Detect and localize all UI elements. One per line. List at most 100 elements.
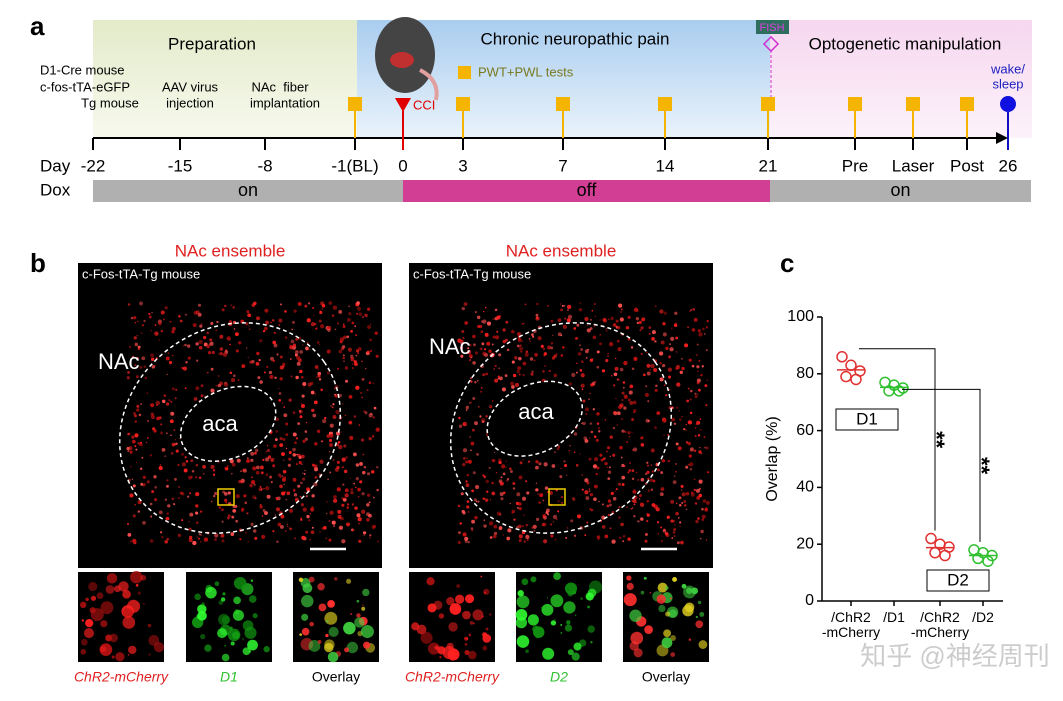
y-tick-label: 0 bbox=[805, 592, 814, 609]
cell-signal bbox=[144, 376, 147, 380]
cell-signal bbox=[460, 354, 464, 358]
cell-signal bbox=[701, 507, 704, 511]
cell-signal bbox=[627, 398, 631, 402]
cell-signal bbox=[301, 375, 304, 379]
cci-marker bbox=[395, 98, 411, 112]
cell-signal bbox=[139, 467, 143, 471]
cell-signal bbox=[650, 448, 655, 453]
cell-signal bbox=[637, 520, 640, 523]
cell-signal bbox=[657, 532, 660, 535]
cell-signal bbox=[670, 519, 674, 523]
cell-signal bbox=[697, 517, 700, 520]
cell-signal bbox=[617, 411, 621, 415]
cell-signal bbox=[331, 406, 334, 409]
cell-signal bbox=[350, 330, 353, 333]
cell-signal bbox=[369, 534, 372, 537]
data-point bbox=[939, 549, 951, 562]
cell-signal bbox=[695, 519, 699, 524]
cell-signal bbox=[517, 590, 524, 597]
cell-signal bbox=[601, 369, 606, 373]
cell-signal bbox=[154, 331, 159, 336]
cell-signal bbox=[494, 308, 498, 312]
cell-signal bbox=[698, 479, 703, 484]
x-tick-label: /ChR2 -mCherry bbox=[910, 609, 970, 640]
inset-label: D1 bbox=[220, 669, 238, 685]
cell-signal bbox=[700, 373, 703, 377]
cell-signal bbox=[96, 592, 104, 600]
cell-signal bbox=[541, 603, 554, 616]
cell-signal bbox=[240, 480, 244, 484]
cell-signal bbox=[146, 392, 149, 394]
cell-signal bbox=[258, 359, 261, 362]
cell-signal bbox=[484, 348, 487, 351]
cell-signal bbox=[493, 531, 498, 536]
aca-outline bbox=[179, 385, 277, 462]
cell-signal bbox=[204, 644, 212, 652]
cell-signal bbox=[198, 537, 201, 540]
cell-signal bbox=[292, 432, 297, 437]
cell-signal bbox=[583, 436, 588, 441]
cell-signal bbox=[572, 497, 576, 501]
cell-signal bbox=[243, 494, 247, 498]
cell-signal bbox=[650, 488, 654, 491]
cell-signal bbox=[158, 339, 161, 341]
cell-signal bbox=[257, 376, 261, 380]
cell-signal bbox=[689, 447, 694, 452]
cell-signal bbox=[170, 411, 175, 416]
cell-signal bbox=[466, 500, 470, 503]
cell-signal bbox=[605, 330, 608, 332]
cell-signal bbox=[704, 384, 708, 388]
cell-signal bbox=[149, 502, 153, 506]
cell-signal bbox=[354, 486, 357, 489]
cell-signal bbox=[265, 320, 270, 325]
cell-signal bbox=[704, 507, 709, 512]
dox-bar bbox=[770, 180, 1031, 202]
cell-signal bbox=[323, 526, 327, 530]
timeline-arrow bbox=[996, 132, 1008, 144]
cell-signal bbox=[663, 384, 666, 387]
cell-signal bbox=[656, 411, 661, 416]
cell-signal bbox=[175, 442, 178, 445]
cell-signal bbox=[517, 332, 521, 336]
cell-signal bbox=[696, 420, 701, 425]
cell-signal bbox=[265, 457, 270, 462]
cell-signal bbox=[166, 373, 168, 376]
cell-signal bbox=[562, 324, 568, 330]
cell-signal bbox=[232, 374, 236, 378]
cell-signal bbox=[596, 422, 600, 425]
cell-signal bbox=[619, 367, 624, 372]
cell-signal bbox=[679, 521, 682, 524]
cell-signal bbox=[187, 356, 191, 360]
cell-signal bbox=[512, 481, 516, 485]
cell-signal bbox=[193, 397, 198, 401]
cell-signal bbox=[467, 510, 470, 513]
cell-signal bbox=[252, 613, 258, 619]
cell-signal bbox=[492, 400, 494, 402]
cell-signal bbox=[141, 332, 143, 334]
cell-signal bbox=[328, 538, 332, 542]
cell-signal bbox=[588, 488, 591, 490]
cell-signal bbox=[647, 400, 650, 403]
cell-signal bbox=[466, 505, 470, 509]
cell-signal bbox=[623, 406, 627, 410]
cell-signal bbox=[665, 394, 668, 397]
y-tick-label: 40 bbox=[796, 479, 814, 496]
cell-signal bbox=[319, 310, 323, 315]
cell-signal bbox=[534, 352, 539, 357]
cell-signal bbox=[576, 514, 581, 519]
cell-signal bbox=[494, 451, 496, 453]
cell-signal bbox=[141, 456, 144, 459]
cell-signal bbox=[552, 521, 555, 523]
cell-signal bbox=[620, 311, 622, 313]
cell-signal bbox=[273, 331, 275, 334]
cell-signal bbox=[276, 498, 279, 501]
cell-signal bbox=[578, 308, 583, 312]
cell-signal bbox=[259, 339, 263, 343]
cell-signal bbox=[660, 471, 664, 475]
cell-signal bbox=[172, 354, 174, 357]
cell-signal bbox=[232, 320, 237, 325]
cell-signal bbox=[162, 318, 165, 321]
cell-signal bbox=[604, 461, 608, 466]
cell-signal bbox=[334, 387, 336, 390]
cell-signal bbox=[496, 511, 502, 516]
